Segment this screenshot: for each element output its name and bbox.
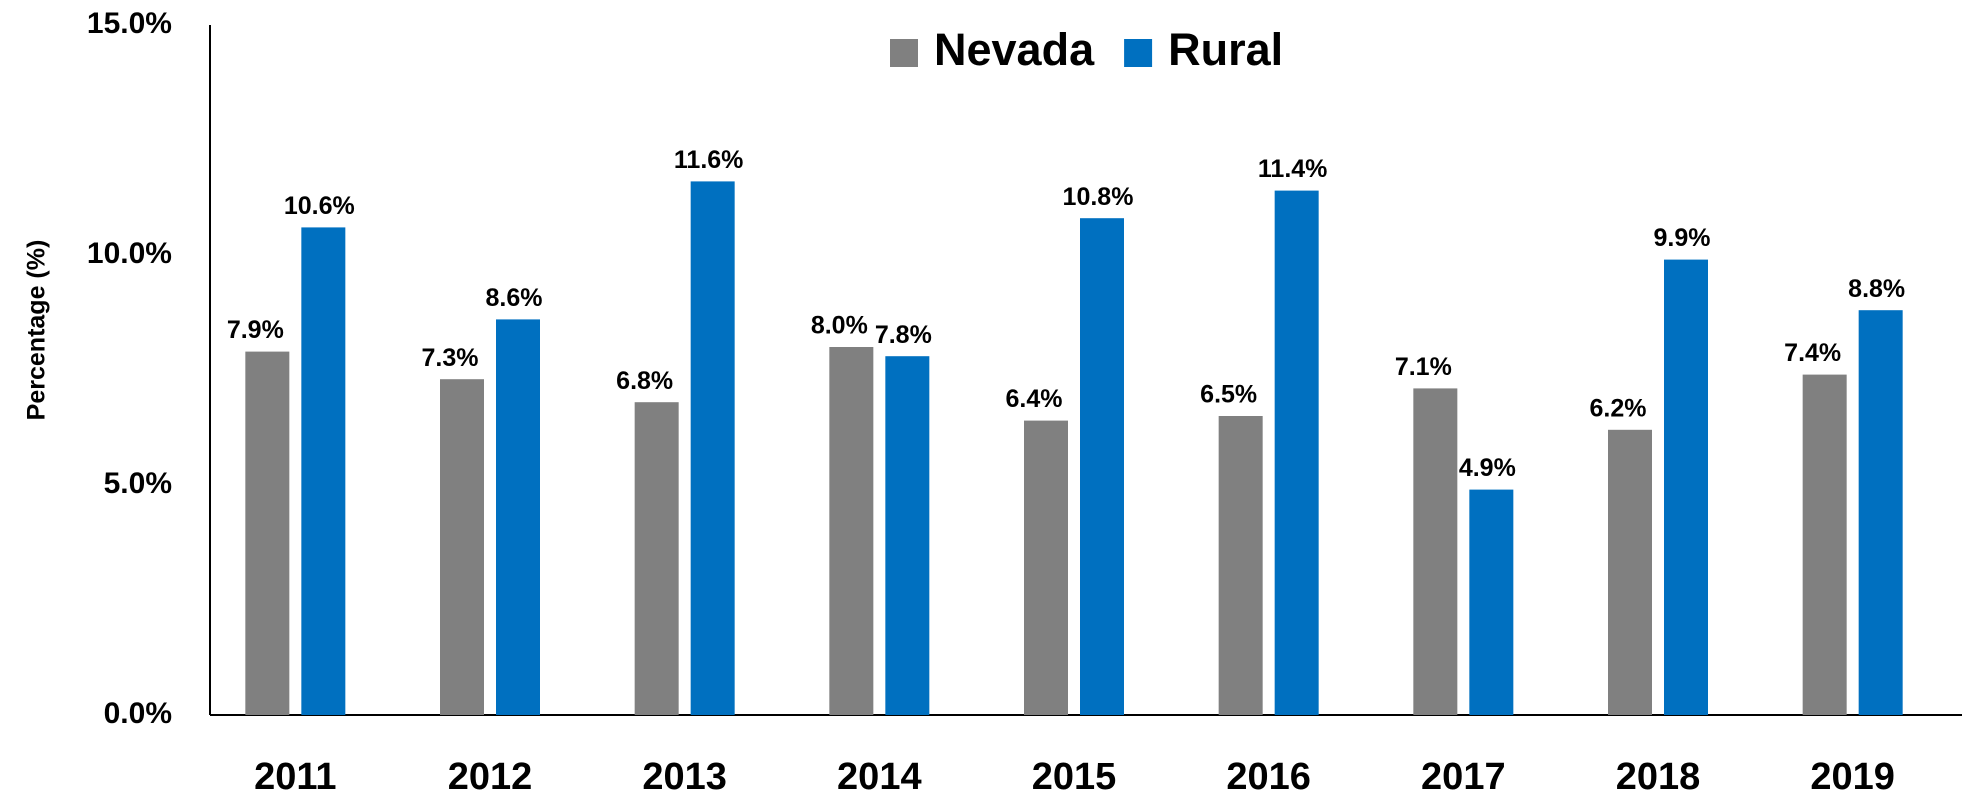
- value-label: 10.8%: [1063, 183, 1134, 211]
- bar: [440, 379, 484, 715]
- value-label: 8.8%: [1848, 275, 1905, 303]
- y-axis-title: Percentage (%): [23, 240, 51, 421]
- bar: [245, 351, 290, 715]
- x-tick-label: 2012: [448, 756, 533, 798]
- value-label: 11.4%: [1258, 155, 1328, 183]
- x-tick-label: 2014: [837, 756, 922, 798]
- value-label: 11.6%: [674, 146, 744, 174]
- value-label: 9.9%: [1654, 224, 1711, 252]
- value-label: 7.3%: [422, 344, 479, 372]
- y-tick-label: 15.0%: [87, 7, 172, 40]
- legend-label: Nevada: [934, 24, 1095, 75]
- bar: [1802, 374, 1847, 715]
- value-label: 7.4%: [1784, 339, 1841, 367]
- y-tick-label: 5.0%: [104, 467, 172, 500]
- value-label: 8.6%: [486, 284, 543, 312]
- x-tick-label: 2011: [254, 756, 336, 798]
- value-label: 7.1%: [1395, 353, 1452, 381]
- value-label: 6.5%: [1200, 381, 1257, 409]
- bar: [1469, 489, 1514, 715]
- value-label: 6.8%: [616, 367, 673, 395]
- bar: [301, 227, 346, 715]
- bar: [829, 347, 874, 715]
- x-tick-label: 2019: [1810, 756, 1895, 798]
- bar: [634, 402, 679, 715]
- bar: [1274, 190, 1319, 716]
- bar: [1218, 416, 1263, 715]
- bar: [1413, 388, 1458, 715]
- value-label: 6.4%: [1006, 385, 1063, 413]
- value-label: 10.6%: [284, 192, 355, 220]
- value-label: 7.8%: [875, 321, 932, 349]
- bar: [496, 319, 540, 715]
- x-tick-label: 2013: [642, 756, 727, 798]
- y-tick-label: 0.0%: [104, 697, 172, 730]
- x-tick-label: 2015: [1032, 756, 1117, 798]
- bar: [1080, 218, 1124, 715]
- value-label: 7.9%: [227, 316, 284, 344]
- legend-swatch: [890, 39, 918, 67]
- value-label: 4.9%: [1459, 454, 1516, 482]
- legend-swatch: [1124, 39, 1153, 67]
- x-tick-label: 2018: [1616, 756, 1701, 798]
- x-tick-label: 2016: [1226, 756, 1311, 798]
- bar: [1608, 429, 1652, 715]
- bar: [690, 181, 735, 715]
- bar: [1664, 259, 1708, 715]
- x-tick-label: 2017: [1421, 756, 1506, 798]
- bar: [885, 356, 930, 715]
- y-tick-label: 10.0%: [87, 237, 172, 270]
- value-label: 6.2%: [1590, 394, 1647, 422]
- bar: [1858, 310, 1903, 715]
- legend-label: Rural: [1168, 24, 1283, 75]
- value-label: 8.0%: [811, 312, 868, 340]
- bar: [1024, 420, 1068, 715]
